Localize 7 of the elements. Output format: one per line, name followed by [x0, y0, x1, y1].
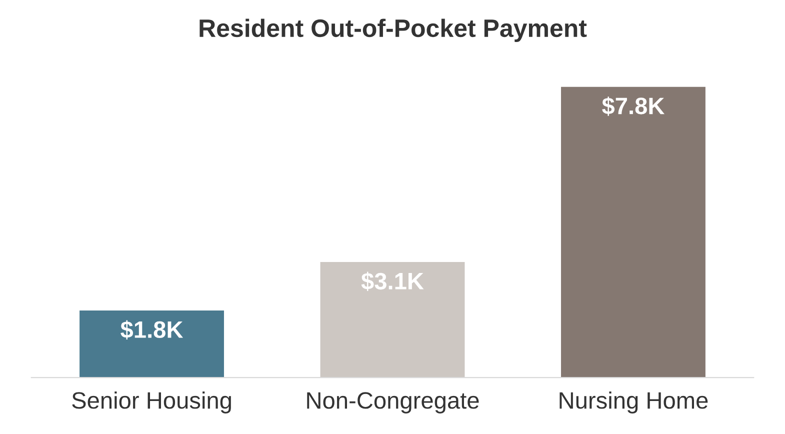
x-tick-label: Nursing Home	[560, 391, 708, 414]
chart-title: Resident Out-of-Pocket Payment	[200, 18, 587, 42]
x-tick-label: Non-Congregate	[307, 392, 479, 414]
x-tick-label: Senior Housing	[72, 391, 231, 414]
data-label: $3.1K	[361, 272, 424, 292]
data-label: $7.8K	[602, 96, 665, 116]
data-label: $1.8K	[120, 320, 184, 340]
